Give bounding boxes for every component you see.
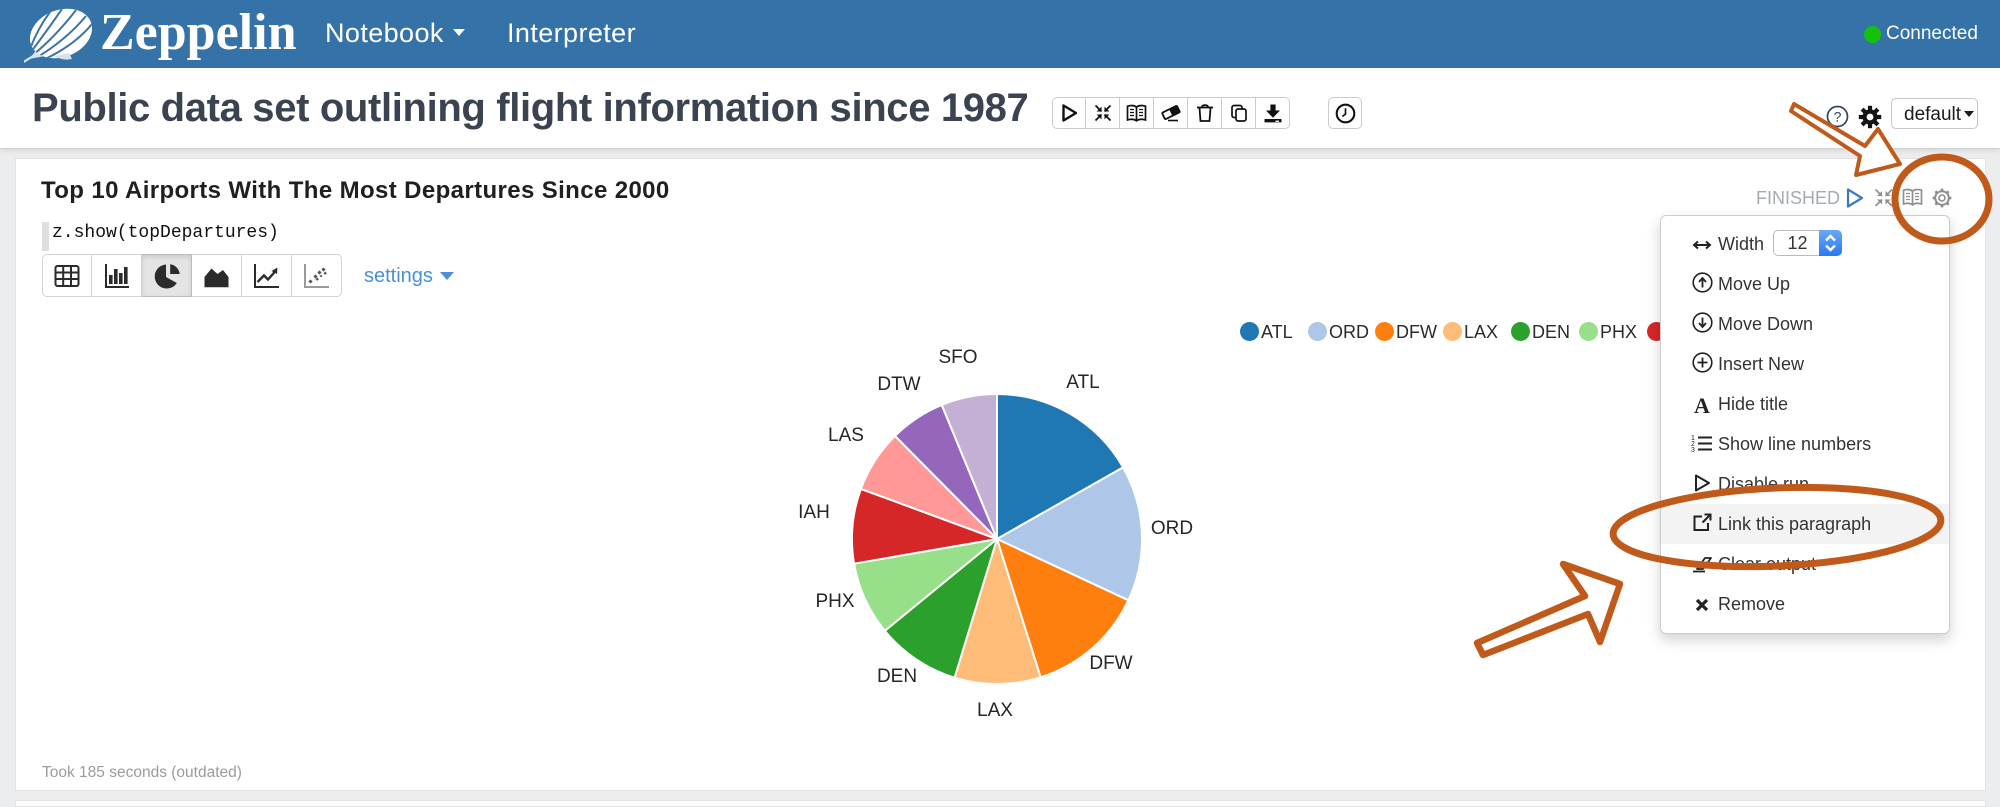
svg-text:2: 2 [1691, 441, 1695, 448]
svg-text:SFO: SFO [938, 347, 977, 368]
svg-text:ATL: ATL [1066, 372, 1099, 393]
svg-text:DTW: DTW [877, 374, 920, 395]
svg-text:IAH: IAH [798, 502, 830, 523]
svg-text:DFW: DFW [1089, 653, 1132, 674]
svg-text:DEN: DEN [877, 666, 917, 687]
svg-text:LAS: LAS [828, 425, 864, 446]
svg-text:3: 3 [1691, 447, 1695, 453]
svg-text:LAX: LAX [977, 700, 1013, 721]
svg-text:1: 1 [1691, 435, 1695, 442]
svg-text:PHX: PHX [815, 591, 854, 612]
svg-text:ORD: ORD [1151, 518, 1193, 539]
